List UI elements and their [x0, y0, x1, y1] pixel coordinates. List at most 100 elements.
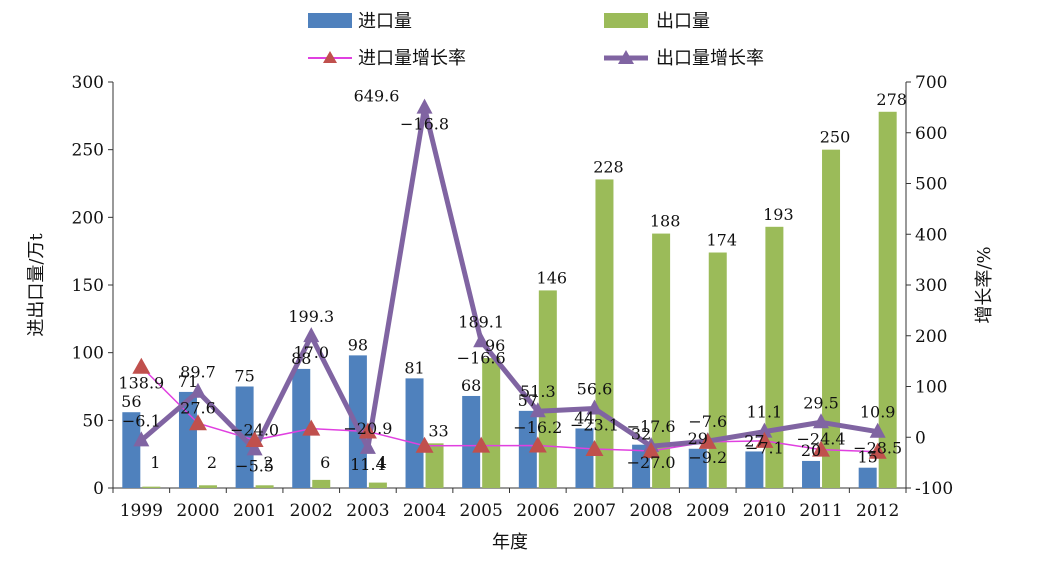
y-tick-label: 250 — [72, 141, 104, 161]
bar-export — [652, 233, 671, 488]
marker-export-growth — [359, 438, 376, 454]
legend: 进口量 出口量 进口量增长率 出口量增长率 — [308, 11, 764, 69]
data-label-import-growth: −16.8 — [400, 115, 449, 134]
data-label-export-growth: 56.6 — [577, 380, 613, 399]
data-label-import: 75 — [234, 367, 254, 386]
marker-import-growth — [188, 414, 207, 431]
data-label-import-growth: 17.0 — [293, 343, 329, 362]
y-tick-label: 0 — [93, 479, 104, 499]
data-label-import-growth: 27.6 — [180, 399, 216, 418]
y2-tick-label: 500 — [915, 175, 947, 195]
marker-import-growth — [755, 431, 774, 448]
bar-export — [538, 290, 557, 488]
marker-import-growth — [302, 419, 321, 436]
bar-export — [255, 485, 274, 488]
line-series — [132, 98, 887, 459]
line-import-growth — [140, 366, 878, 453]
x-tick-label: 2008 — [629, 501, 672, 521]
data-label-export-growth: 189.1 — [458, 312, 504, 331]
bar-import — [858, 467, 877, 488]
bar-export — [312, 479, 331, 488]
data-label-import: 88 — [291, 349, 311, 368]
y-tick-label: 300 — [72, 73, 104, 93]
data-label-export-growth: 89.7 — [180, 363, 216, 382]
legend-label-export-growth: 出口量增长率 — [656, 48, 764, 69]
marker-export-growth — [869, 422, 886, 438]
marker-import-growth — [132, 357, 151, 374]
data-label-export: 33 — [428, 421, 448, 440]
bar-export — [425, 443, 444, 488]
bar-export — [198, 485, 217, 488]
data-label-import-growth: 138.9 — [118, 373, 164, 392]
marker-export-growth — [303, 327, 320, 343]
marker-export-growth — [416, 98, 433, 114]
marker-import-growth — [472, 436, 491, 453]
data-label-import: 68 — [461, 376, 481, 395]
y2-tick-label: 300 — [915, 276, 947, 296]
data-label-export: 174 — [706, 231, 737, 250]
data-label-export-growth: 10.9 — [860, 403, 896, 422]
bar-import — [518, 410, 537, 488]
legend-swatch-import — [308, 13, 352, 28]
data-label-import-growth: −28.5 — [853, 439, 902, 458]
data-label-import: 81 — [404, 358, 424, 377]
marker-export-growth — [246, 440, 263, 456]
marker-import-growth — [245, 431, 264, 448]
x-tick-label: 1999 — [120, 501, 163, 521]
marker-import-growth — [868, 442, 887, 459]
data-label-export: 146 — [537, 268, 568, 287]
bar-export — [708, 252, 727, 488]
data-label-import: 57 — [518, 391, 538, 410]
bar-import — [348, 355, 367, 488]
y-tick-label: 200 — [72, 208, 104, 228]
data-label-export-growth: −7.6 — [688, 412, 727, 431]
y2-tick-label: 400 — [915, 225, 947, 245]
y2-tick-label: 700 — [915, 73, 947, 93]
bar-export — [142, 486, 161, 488]
bar-import — [122, 412, 141, 488]
marker-export-growth — [133, 431, 150, 447]
bar-import — [178, 391, 197, 488]
data-label-export: 2 — [264, 453, 274, 472]
data-label-export-growth: −6.1 — [122, 411, 161, 430]
data-label-import: 44 — [574, 408, 594, 427]
data-label-import: 20 — [801, 441, 821, 460]
data-label-export: 1 — [150, 453, 160, 472]
data-label-import-growth: −23.1 — [570, 416, 619, 435]
legend-label-export: 出口量 — [656, 11, 710, 32]
data-label-import-growth: 11.4 — [350, 455, 386, 474]
data-label-export-growth: 51.3 — [520, 382, 556, 401]
marker-import-growth — [585, 439, 604, 456]
y2-tick-label: 0 — [915, 428, 926, 448]
data-label-export: 228 — [593, 157, 624, 176]
data-label-export-growth: 199.3 — [288, 307, 334, 326]
legend-marker-import-growth — [323, 51, 337, 63]
bar-import — [292, 368, 311, 488]
legend-swatch-export — [604, 13, 648, 28]
x-tick-label: 2009 — [686, 501, 729, 521]
data-label-export: 4 — [377, 453, 387, 472]
data-label-import-growth: −16.2 — [513, 418, 562, 437]
data-label-export: 193 — [763, 205, 794, 224]
bar-import — [575, 428, 594, 488]
x-tick-label: 2007 — [573, 501, 616, 521]
bar-export — [878, 111, 897, 489]
data-label-export-growth: −24.0 — [230, 420, 279, 439]
x-tick-label: 2005 — [460, 501, 503, 521]
x-tick-label: 2003 — [346, 501, 389, 521]
x-tick-label: 2004 — [403, 501, 446, 521]
data-label-import: 32 — [631, 425, 651, 444]
data-label-import-growth: −9.2 — [688, 448, 727, 467]
marker-export-growth — [189, 382, 206, 398]
data-label-export-growth: 649.6 — [354, 87, 400, 106]
marker-export-growth — [529, 402, 546, 418]
bar-export — [765, 226, 784, 488]
y2-axis-title: 增长率/% — [974, 246, 995, 323]
y-tick-label: 100 — [72, 344, 104, 364]
x-tick-label: 2010 — [743, 501, 786, 521]
bar-import — [802, 460, 821, 488]
marker-import-growth — [642, 441, 661, 458]
x-axis-title: 年度 — [492, 532, 528, 553]
x-tick-label: 2000 — [176, 501, 219, 521]
